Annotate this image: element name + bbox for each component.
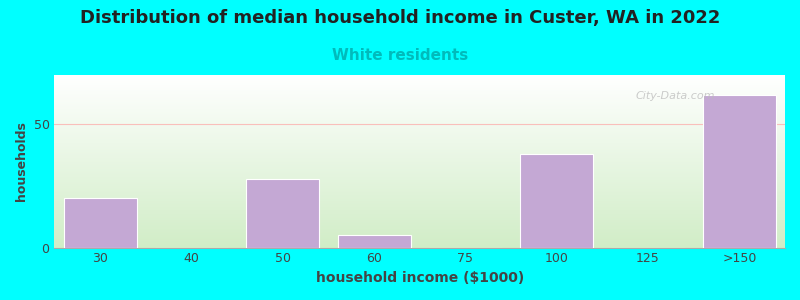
Bar [520,154,594,248]
Bar [246,178,319,248]
Bar [338,235,410,248]
Bar [63,198,137,248]
Y-axis label: households: households [15,122,28,201]
Bar [703,95,776,247]
Text: City-Data.com: City-Data.com [636,91,715,101]
Text: White residents: White residents [332,48,468,63]
X-axis label: household income ($1000): household income ($1000) [315,271,524,285]
Text: Distribution of median household income in Custer, WA in 2022: Distribution of median household income … [80,9,720,27]
